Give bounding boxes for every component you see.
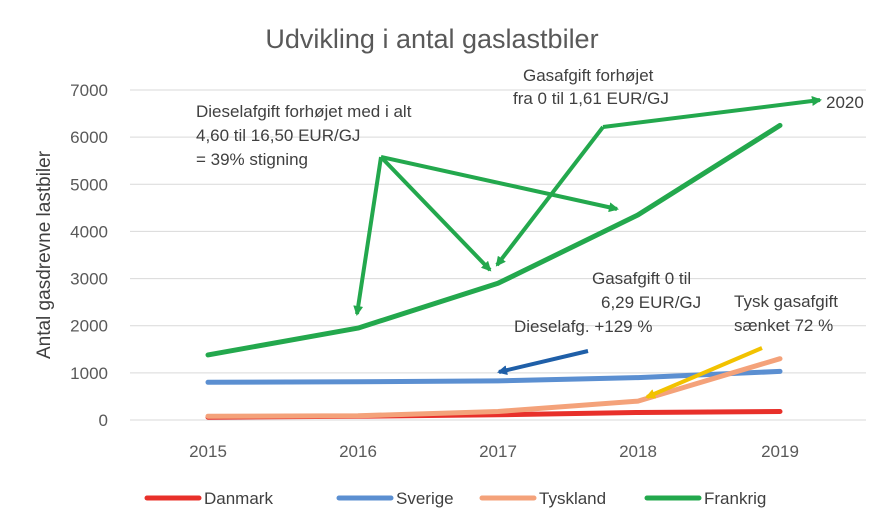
y-tick-labels: 0 1000 2000 3000 4000 5000 6000 7000 — [70, 81, 108, 430]
series-line-sverige — [205, 368, 783, 385]
annotation-2020: 2020 — [826, 93, 864, 112]
y-tick-label: 5000 — [70, 175, 108, 194]
annotation-arrows — [353, 96, 822, 399]
x-tick-label: 2015 — [189, 442, 227, 461]
annotation-tyskland: Tysk gasafgift sænket 72 % — [734, 292, 843, 335]
legend-item-frankrig: Frankrig — [644, 489, 766, 508]
legend-item-sverige: Sverige — [336, 489, 454, 508]
series-line-frankrig — [205, 122, 783, 358]
annotation-diesel: Dieselafgift forhøjet med i alt 4,60 til… — [196, 102, 416, 169]
arrow-diesel-to-2018 — [380, 155, 619, 213]
series-line-tyskland — [205, 356, 783, 419]
annotation-gas-raised: Gasafgift forhøjet fra 0 til 1,61 EUR/GJ — [513, 66, 669, 108]
legend-label: Sverige — [396, 489, 454, 508]
y-tick-label: 4000 — [70, 222, 108, 241]
series-lines — [205, 122, 783, 420]
legend-label: Frankrig — [704, 489, 766, 508]
arrow-gas-to-2017 — [495, 125, 605, 267]
arrow-sverige — [497, 349, 589, 376]
legend: Danmark Sverige Tyskland Frankrig — [144, 489, 766, 508]
y-tick-label: 6000 — [70, 128, 108, 147]
arrow-tyskland — [645, 346, 763, 399]
x-tick-label: 2016 — [339, 442, 377, 461]
arrow-diesel-to-2016 — [353, 156, 383, 316]
x-tick-labels: 2015 2016 2017 2018 2019 — [189, 442, 799, 461]
legend-item-danmark: Danmark — [144, 489, 273, 508]
x-tick-label: 2019 — [761, 442, 799, 461]
legend-label: Tyskland — [539, 489, 606, 508]
y-axis-label: Antal gasdrevne lastbiler — [34, 150, 55, 359]
arrow-gas-to-2020 — [602, 96, 822, 129]
x-tick-label: 2017 — [479, 442, 517, 461]
y-tick-label: 2000 — [70, 317, 108, 336]
y-tick-label: 1000 — [70, 364, 108, 383]
legend-item-tyskland: Tyskland — [479, 489, 606, 508]
y-tick-label: 0 — [99, 411, 108, 430]
x-tick-label: 2018 — [619, 442, 657, 461]
annotation-sverige: Gasafgift 0 til 6,29 EUR/GJ Dieselafg. +… — [514, 269, 706, 336]
annotation-texts: Dieselafgift forhøjet med i alt 4,60 til… — [196, 66, 864, 336]
arrow-diesel-to-2017 — [379, 155, 492, 272]
y-tick-label: 7000 — [70, 81, 108, 100]
legend-label: Danmark — [204, 489, 273, 508]
y-tick-label: 3000 — [70, 270, 108, 289]
chart-title: Udvikling i antal gaslastbiler — [265, 24, 598, 54]
